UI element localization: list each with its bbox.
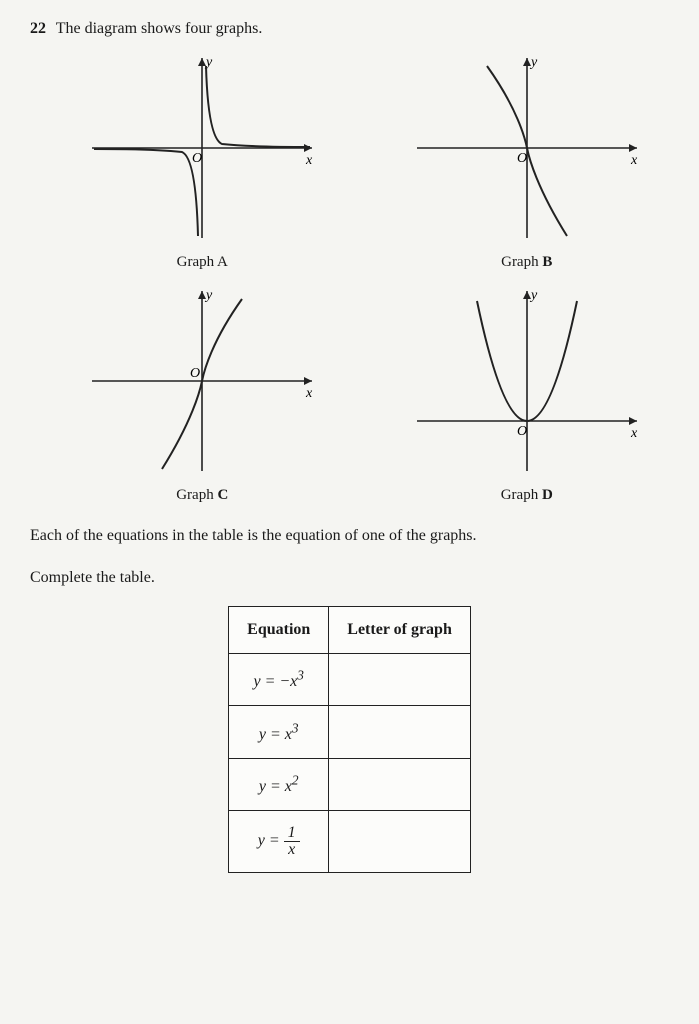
question-number: 22 (30, 20, 46, 37)
origin-label: O (192, 151, 202, 166)
table-row: y = x2 (229, 758, 471, 810)
answer-cell[interactable] (329, 810, 471, 872)
svg-text:O: O (517, 151, 527, 166)
graph-c-label: Graph C (176, 487, 228, 504)
graph-d-svg: O y x (407, 281, 647, 481)
svg-text:O: O (517, 424, 527, 439)
svg-text:x: x (305, 386, 313, 401)
table-row: y = −x3 (229, 654, 471, 706)
graph-a-label: Graph A (177, 254, 228, 271)
eq-cell: y = 1x (229, 810, 329, 872)
graph-b-svg: O y x (407, 48, 647, 248)
svg-text:O: O (190, 366, 200, 381)
svg-text:y: y (204, 288, 213, 303)
graph-b-cell: O y x Graph B (385, 48, 670, 271)
eq-cell: y = x2 (229, 758, 329, 810)
graph-c-cell: O y x Graph C (60, 281, 345, 504)
answer-cell[interactable] (329, 758, 471, 810)
answer-cell[interactable] (329, 654, 471, 706)
graph-d-label: Graph D (501, 487, 553, 504)
graphs-grid: O y x Graph A O y x Graph B (60, 48, 669, 504)
eq-cell: y = −x3 (229, 654, 329, 706)
question-text: The diagram shows four graphs. (56, 20, 263, 37)
equation-table: Equation Letter of graph y = −x3 y = x3 … (228, 606, 471, 873)
instruction-line-1: Each of the equations in the table is th… (30, 524, 669, 548)
graph-d-cell: O y x Graph D (385, 281, 670, 504)
table-row: y = 1x (229, 810, 471, 872)
svg-text:y: y (529, 55, 538, 70)
graph-a-svg: O y x (82, 48, 322, 248)
answer-cell[interactable] (329, 706, 471, 758)
svg-text:x: x (630, 426, 638, 441)
x-label: x (305, 153, 313, 168)
graph-b-label: Graph B (501, 254, 552, 271)
svg-text:x: x (630, 153, 638, 168)
table-header-row: Equation Letter of graph (229, 607, 471, 654)
instruction-line-2: Complete the table. (30, 566, 669, 590)
svg-text:y: y (529, 288, 538, 303)
question-header: 22 The diagram shows four graphs. (30, 20, 669, 38)
header-equation: Equation (229, 607, 329, 654)
graph-c-svg: O y x (82, 281, 322, 481)
table-row: y = x3 (229, 706, 471, 758)
eq-cell: y = x3 (229, 706, 329, 758)
header-letter: Letter of graph (329, 607, 471, 654)
graph-a-cell: O y x Graph A (60, 48, 345, 271)
